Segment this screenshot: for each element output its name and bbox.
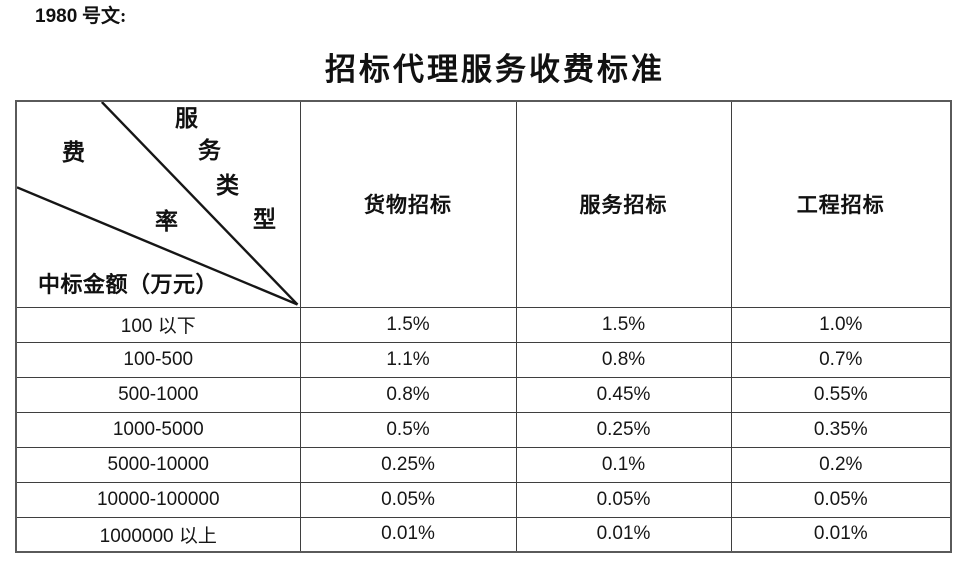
cell-service: 0.01% xyxy=(515,516,732,553)
table-row: 1000-5000 0.5% 0.25% 0.35% xyxy=(15,411,952,448)
cell-goods: 0.25% xyxy=(299,446,517,483)
row-label: 500-1000 xyxy=(15,376,301,413)
diag-label-fee-char: 费 xyxy=(62,140,85,165)
column-header-service: 服务招标 xyxy=(515,100,732,308)
cell-goods: 1.1% xyxy=(299,341,517,378)
doc-ref-number: 1980 xyxy=(35,6,78,27)
cell-goods: 1.5% xyxy=(299,306,517,343)
table-row: 10000-100000 0.05% 0.05% 0.05% xyxy=(15,481,952,518)
diagonal-header-content: 服 务 类 型 费 率 中标金额（万元） xyxy=(17,102,300,307)
cell-goods: 0.5% xyxy=(299,411,517,448)
cell-service: 0.1% xyxy=(515,446,732,483)
diag-label-service-char-4: 型 xyxy=(253,207,276,232)
column-header-engineering: 工程招标 xyxy=(730,100,952,308)
cell-service: 0.45% xyxy=(515,376,732,413)
row-label: 1000-5000 xyxy=(15,411,301,448)
cell-goods: 0.8% xyxy=(299,376,517,413)
table-row: 1000000 以上 0.01% 0.01% 0.01% xyxy=(15,516,952,553)
fee-standard-table: 服 务 类 型 费 率 中标金额（万元） 货物招标 服务招标 工程招标 100 … xyxy=(15,100,952,553)
cell-goods: 0.05% xyxy=(299,481,517,518)
table-row: 5000-10000 0.25% 0.1% 0.2% xyxy=(15,446,952,483)
cell-engineering: 0.35% xyxy=(730,411,952,448)
table-row: 500-1000 0.8% 0.45% 0.55% xyxy=(15,376,952,413)
row-label: 10000-100000 xyxy=(15,481,301,518)
cell-engineering: 0.05% xyxy=(730,481,952,518)
diag-label-rate-char: 率 xyxy=(155,209,178,234)
cell-engineering: 0.01% xyxy=(730,516,952,553)
cell-engineering: 0.7% xyxy=(730,341,952,378)
table-row: 100 以下 1.5% 1.5% 1.0% xyxy=(15,306,952,343)
row-label: 1000000 以上 xyxy=(15,516,301,553)
cell-service: 0.05% xyxy=(515,481,732,518)
cell-engineering: 0.2% xyxy=(730,446,952,483)
diagonal-header-cell: 服 务 类 型 费 率 中标金额（万元） xyxy=(15,100,301,308)
row-label: 5000-10000 xyxy=(15,446,301,483)
column-header-goods: 货物招标 xyxy=(299,100,517,308)
doc-ref: 1980 号文: xyxy=(35,4,126,30)
cell-goods: 0.01% xyxy=(299,516,517,553)
doc-ref-label: 号文: xyxy=(82,6,127,27)
cell-engineering: 1.0% xyxy=(730,306,952,343)
table-row: 100-500 1.1% 0.8% 0.7% xyxy=(15,341,952,378)
row-label: 100-500 xyxy=(15,341,301,378)
cell-service: 0.8% xyxy=(515,341,732,378)
diagonal-divider-lines xyxy=(17,102,299,306)
diag-label-service-char-1: 服 xyxy=(175,106,198,131)
cell-engineering: 0.55% xyxy=(730,376,952,413)
diag-label-service-char-3: 类 xyxy=(216,173,239,198)
cell-service: 1.5% xyxy=(515,306,732,343)
header-row: 服 务 类 型 费 率 中标金额（万元） 货物招标 服务招标 工程招标 xyxy=(15,100,952,308)
page-title: 招标代理服务收费标准 xyxy=(325,52,665,87)
row-label: 100 以下 xyxy=(15,306,301,343)
diag-label-amount: 中标金额（万元） xyxy=(38,272,219,297)
diag-label-service-char-2: 务 xyxy=(198,138,221,163)
cell-service: 0.25% xyxy=(515,411,732,448)
